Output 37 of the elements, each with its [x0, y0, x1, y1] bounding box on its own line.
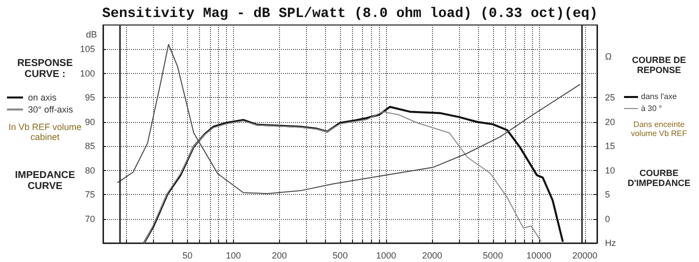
legend-label: 30° off-axis — [28, 104, 74, 114]
x-tick-label: 500 — [332, 250, 348, 260]
chart-title: Sensitivity Mag - dB SPL/watt (8.0 ohm load) (0.33 oct)(eq) — [102, 6, 598, 22]
text: In Vb REF volume cabinet — [8, 122, 82, 142]
x-axis-title: Hz — [605, 238, 616, 248]
x-tick-label: 50 — [182, 250, 192, 260]
text: COURBE D'IMPEDANCE — [626, 168, 692, 188]
y-tick-label: 80 — [84, 165, 95, 176]
y2-tick-label: 0 — [605, 214, 610, 224]
x-tick-label: 2000 — [422, 250, 442, 260]
x-tick-label: 5000 — [482, 250, 503, 260]
x-tick-label: 1000 — [376, 250, 396, 260]
y2-axis-title: Ω — [605, 52, 612, 62]
y-tick-label: 100 — [80, 68, 95, 78]
text: RESPONSE CURVE : — [17, 58, 73, 80]
x-tick-label: 100 — [226, 250, 241, 260]
y-tick-label: 90 — [84, 116, 95, 127]
x-tick-label: 20000 — [572, 250, 598, 260]
x-tick-label: 200 — [272, 250, 287, 260]
y2-tick-label: 15 — [605, 141, 616, 152]
text: IMPEDANCE CURVE — [14, 170, 75, 192]
text: dans l'axe — [640, 92, 677, 101]
text: Dans enceinte volume Vb REF — [630, 120, 688, 138]
y-tick-label: 105 — [80, 44, 95, 54]
y2-tick-label: 10 — [605, 165, 616, 176]
y2-tick-label: 5 — [605, 190, 610, 200]
y-tick-label: 75 — [84, 190, 95, 200]
y-tick-label: 70 — [84, 214, 95, 224]
legend-label: on axis — [28, 92, 58, 102]
y2-tick-label: 20 — [605, 116, 616, 127]
text: à 30 ° — [640, 104, 662, 113]
y2-tick-label: 25 — [605, 92, 616, 103]
y-tick-label: 95 — [84, 92, 95, 103]
y-tick-label: 85 — [84, 141, 95, 152]
x-tick-label: 10000 — [526, 250, 552, 260]
text: COURBE DE REPONSE — [630, 55, 687, 75]
y-axis-title: dB — [86, 30, 97, 40]
